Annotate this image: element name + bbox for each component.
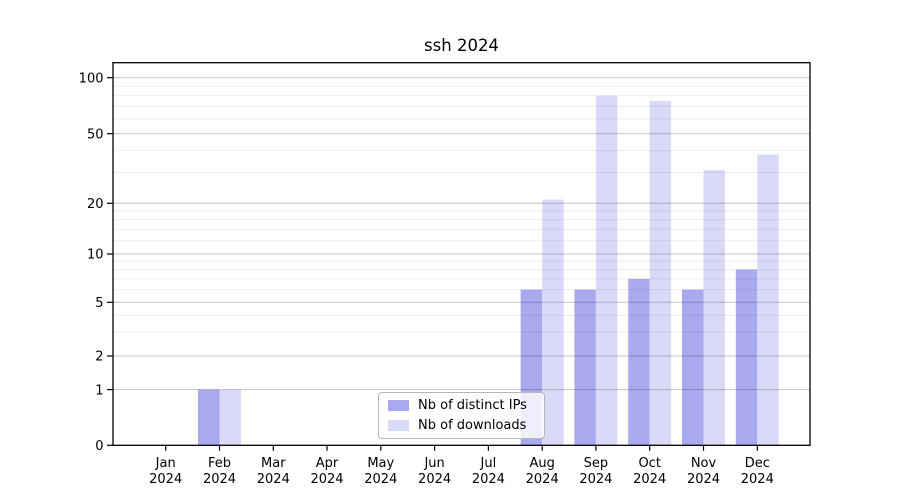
x-tick-label-year: 2024 xyxy=(418,472,451,487)
x-tick-label-year: 2024 xyxy=(310,472,343,487)
bar-distinct-ips-sep xyxy=(574,289,596,446)
x-tick-label-year: 2024 xyxy=(579,472,612,487)
y-tick-label: 10 xyxy=(87,248,104,263)
bar-downloads-sep xyxy=(595,95,618,446)
y-tick-label: 20 xyxy=(87,197,104,212)
x-tick-label-month: Jun xyxy=(423,456,444,471)
legend-swatch-distinct-ips-icon xyxy=(388,400,409,411)
x-tick-label-year: 2024 xyxy=(633,472,666,487)
y-tick-label: 1 xyxy=(95,383,103,398)
x-tick-label-month: Dec xyxy=(745,456,770,471)
x-tick-label-month: Sep xyxy=(584,456,609,471)
legend-swatch-downloads-icon xyxy=(388,420,409,431)
x-tick-label-year: 2024 xyxy=(526,472,559,487)
bar-downloads-dec xyxy=(757,154,779,446)
x-tick-label-month: Mar xyxy=(261,456,286,471)
x-tick-label-year: 2024 xyxy=(364,472,397,487)
legend-entry-downloads: Nb of downloads xyxy=(388,417,535,434)
x-tick-label-year: 2024 xyxy=(203,472,236,487)
x-tick-label-month: Jul xyxy=(480,456,497,471)
bar-downloads-aug xyxy=(542,199,564,446)
bar-downloads-oct xyxy=(649,100,672,446)
y-tick-label: 100 xyxy=(79,71,104,86)
y-tick-label: 0 xyxy=(95,439,103,454)
legend-entry-distinct-ips: Nb of distinct IPs xyxy=(388,397,535,414)
bar-downloads-feb xyxy=(219,389,241,446)
bar-distinct-ips-feb xyxy=(198,389,220,446)
bar-distinct-ips-nov xyxy=(682,289,704,446)
x-tick-label-month: Jan xyxy=(155,456,176,471)
x-tick-label-year: 2024 xyxy=(741,472,774,487)
x-tick-label-year: 2024 xyxy=(687,472,720,487)
x-tick-label-month: May xyxy=(367,456,394,471)
x-tick-label-month: Nov xyxy=(691,456,717,471)
chart-title: ssh 2024 xyxy=(424,36,499,55)
x-tick-label-year: 2024 xyxy=(472,472,505,487)
bar-distinct-ips-oct xyxy=(628,278,650,446)
y-tick-label: 50 xyxy=(87,127,104,142)
legend: Nb of distinct IPs Nb of downloads xyxy=(378,392,545,439)
legend-label-downloads: Nb of downloads xyxy=(418,418,527,433)
x-tick-label-month: Oct xyxy=(638,456,660,471)
x-tick-label-year: 2024 xyxy=(149,472,182,487)
legend-label-distinct-ips: Nb of distinct IPs xyxy=(418,398,527,413)
bar-downloads-nov xyxy=(703,170,725,446)
x-tick-label-year: 2024 xyxy=(257,472,290,487)
x-tick-label-month: Feb xyxy=(208,456,231,471)
y-tick-label: 2 xyxy=(95,350,103,365)
x-tick-label-month: Apr xyxy=(316,456,339,471)
y-tick-label: 5 xyxy=(95,296,103,311)
bar-distinct-ips-dec xyxy=(735,269,758,446)
x-tick-label-month: Aug xyxy=(530,456,555,471)
